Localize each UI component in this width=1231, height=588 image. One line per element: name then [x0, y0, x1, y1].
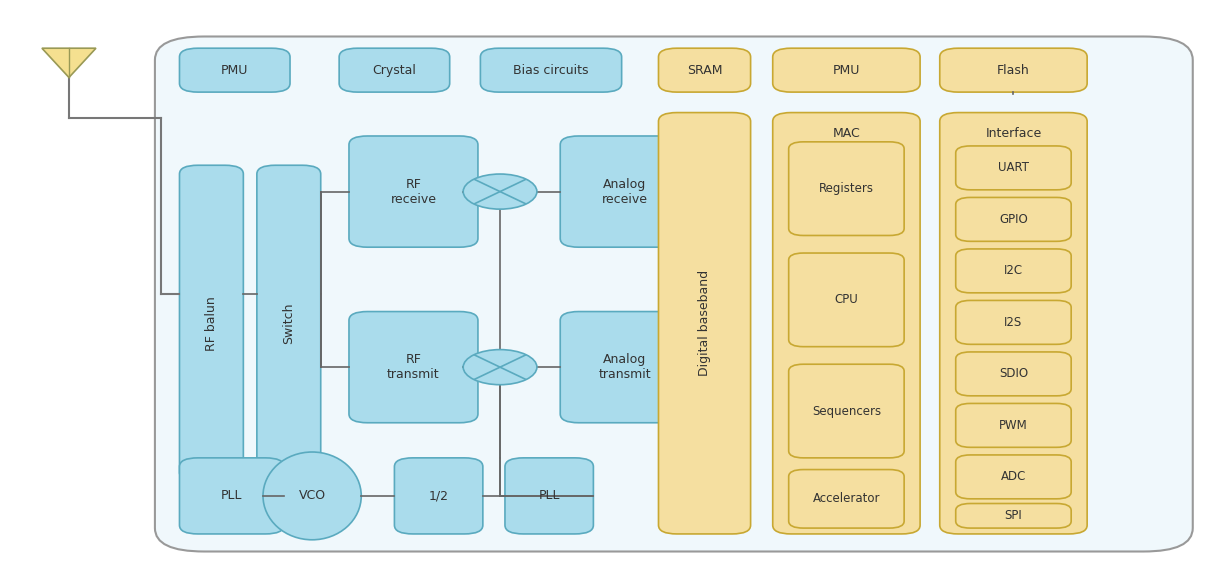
Text: MAC: MAC	[832, 126, 860, 139]
FancyBboxPatch shape	[348, 136, 478, 247]
FancyBboxPatch shape	[480, 48, 622, 92]
Circle shape	[463, 350, 537, 385]
Text: RF balun: RF balun	[204, 296, 218, 350]
Text: Sequencers: Sequencers	[811, 405, 881, 417]
FancyBboxPatch shape	[955, 146, 1071, 190]
Text: Analog
receive: Analog receive	[602, 178, 648, 206]
Text: ADC: ADC	[1001, 470, 1027, 483]
Text: SRAM: SRAM	[687, 64, 723, 76]
Text: RF
transmit: RF transmit	[387, 353, 439, 381]
Text: 1/2: 1/2	[428, 489, 448, 502]
Text: Accelerator: Accelerator	[812, 492, 880, 505]
Text: VCO: VCO	[299, 489, 326, 502]
Text: PLL: PLL	[538, 489, 560, 502]
FancyBboxPatch shape	[955, 503, 1071, 528]
Text: I2S: I2S	[1004, 316, 1023, 329]
Text: RF
receive: RF receive	[390, 178, 437, 206]
FancyBboxPatch shape	[955, 249, 1071, 293]
Text: PWM: PWM	[1000, 419, 1028, 432]
Text: Bias circuits: Bias circuits	[513, 64, 588, 76]
FancyBboxPatch shape	[348, 312, 478, 423]
Text: Interface: Interface	[985, 126, 1041, 139]
FancyBboxPatch shape	[560, 136, 689, 247]
FancyBboxPatch shape	[955, 455, 1071, 499]
FancyBboxPatch shape	[939, 48, 1087, 92]
FancyBboxPatch shape	[773, 112, 920, 534]
FancyBboxPatch shape	[659, 48, 751, 92]
Text: PMU: PMU	[222, 64, 249, 76]
Text: SPI: SPI	[1004, 509, 1022, 522]
FancyBboxPatch shape	[180, 458, 284, 534]
Text: Flash: Flash	[997, 64, 1030, 76]
FancyBboxPatch shape	[773, 48, 920, 92]
FancyBboxPatch shape	[155, 36, 1193, 552]
FancyBboxPatch shape	[955, 403, 1071, 447]
FancyBboxPatch shape	[955, 352, 1071, 396]
Text: GPIO: GPIO	[1000, 213, 1028, 226]
FancyBboxPatch shape	[789, 142, 904, 235]
Text: Digital baseband: Digital baseband	[698, 270, 712, 376]
Text: PMU: PMU	[832, 64, 860, 76]
FancyBboxPatch shape	[340, 48, 449, 92]
Text: Analog
transmit: Analog transmit	[598, 353, 651, 381]
Text: PLL: PLL	[220, 489, 243, 502]
FancyBboxPatch shape	[180, 165, 244, 481]
FancyBboxPatch shape	[789, 470, 904, 528]
FancyBboxPatch shape	[394, 458, 483, 534]
Text: CPU: CPU	[835, 293, 858, 306]
FancyBboxPatch shape	[257, 165, 321, 481]
FancyBboxPatch shape	[505, 458, 593, 534]
Circle shape	[463, 174, 537, 209]
Text: SDIO: SDIO	[998, 368, 1028, 380]
FancyBboxPatch shape	[939, 112, 1087, 534]
Polygon shape	[42, 48, 96, 78]
FancyBboxPatch shape	[180, 48, 291, 92]
Text: Switch: Switch	[282, 302, 295, 344]
FancyBboxPatch shape	[955, 300, 1071, 345]
FancyBboxPatch shape	[659, 112, 751, 534]
Text: UART: UART	[998, 161, 1029, 175]
Ellipse shape	[263, 452, 361, 540]
Text: I2C: I2C	[1004, 265, 1023, 278]
Text: Registers: Registers	[819, 182, 874, 195]
FancyBboxPatch shape	[789, 253, 904, 347]
FancyBboxPatch shape	[789, 364, 904, 458]
FancyBboxPatch shape	[955, 198, 1071, 241]
Text: Crystal: Crystal	[373, 64, 416, 76]
FancyBboxPatch shape	[560, 312, 689, 423]
